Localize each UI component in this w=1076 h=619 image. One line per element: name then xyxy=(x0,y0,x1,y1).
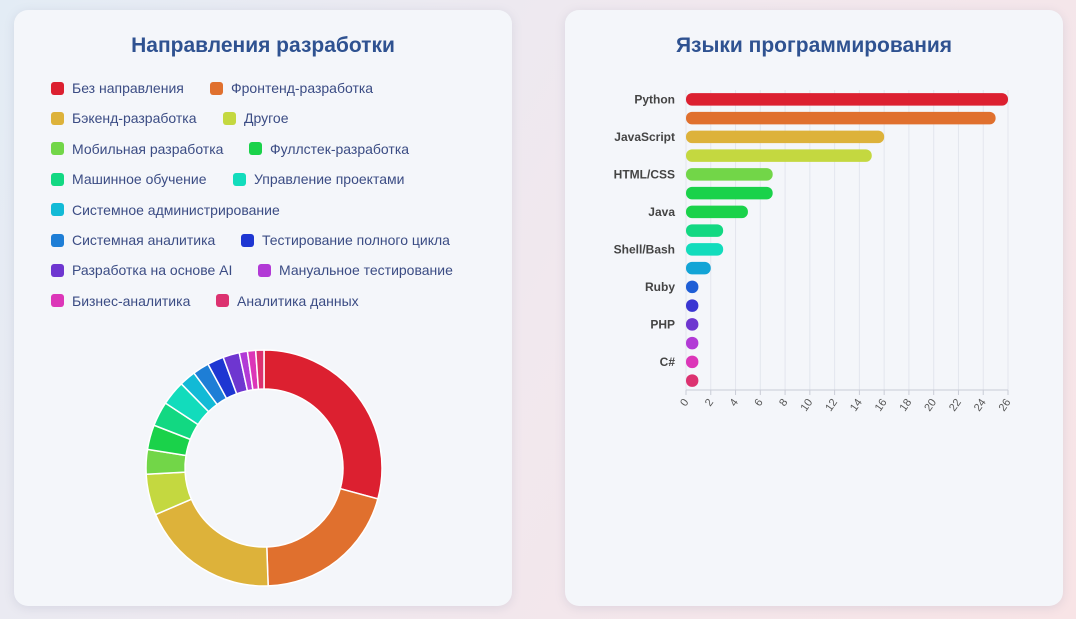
y-category-label: JavaScript xyxy=(614,130,675,144)
donut-slice[interactable] xyxy=(154,498,269,587)
bar[interactable] xyxy=(686,318,699,331)
legend-swatch xyxy=(51,111,64,125)
x-tick-label: 10 xyxy=(798,397,815,414)
legend-label: Тестирование полного цикла xyxy=(262,232,450,248)
x-tick-label: 16 xyxy=(873,397,890,414)
y-category-label: Shell/Bash xyxy=(614,242,675,256)
bar[interactable] xyxy=(686,280,699,294)
legend-label: Машинное обучение xyxy=(72,171,207,188)
legend-label: Системная аналитика xyxy=(72,232,216,248)
legend-swatch xyxy=(233,172,246,186)
legend-label: Мануальное тестирование xyxy=(279,262,453,279)
y-category-label: HTML/CSS xyxy=(614,167,675,181)
legend-item[interactable]: Разработка на основе AI xyxy=(51,262,232,278)
x-tick-label: 20 xyxy=(922,397,939,414)
x-tick-label: 0 xyxy=(678,397,691,409)
legend-label: Фронтенд-разработка xyxy=(231,80,374,96)
x-tick-label: 12 xyxy=(823,397,840,414)
legend-label: Системное администрирование xyxy=(72,201,280,218)
legend-swatch xyxy=(51,142,64,156)
bar[interactable] xyxy=(686,224,724,237)
bar[interactable] xyxy=(686,149,872,162)
x-tick-label: 18 xyxy=(898,397,915,414)
legend-label: Разработка на основе AI xyxy=(72,262,233,279)
legend-item[interactable]: Аналитика данных xyxy=(216,293,359,309)
legend-item[interactable]: Фуллстек-разработка xyxy=(249,141,409,157)
legend-item[interactable]: Фронтенд-разработка xyxy=(210,80,373,96)
legend-swatch xyxy=(51,233,64,247)
bar[interactable] xyxy=(686,374,699,387)
legend-item[interactable]: Без направления xyxy=(51,80,184,96)
languages-card: Языки программирования 0 2 4 6 8 10 12 14 16 18 20… xyxy=(565,10,1063,606)
y-category-label: Ruby xyxy=(645,280,675,294)
bar[interactable] xyxy=(686,130,885,144)
x-tick-label: 2 xyxy=(703,397,716,409)
legend-swatch xyxy=(51,81,64,95)
legend-swatch xyxy=(210,81,223,95)
x-tick-label: 14 xyxy=(848,397,865,414)
legend-label: Мобильная разработка xyxy=(72,140,224,157)
bar[interactable] xyxy=(686,168,773,181)
legend-swatch xyxy=(51,172,64,186)
y-category-label: Python xyxy=(634,92,675,106)
languages-title: Языки программирования xyxy=(675,34,953,57)
legend-item[interactable]: Мануальное тестирование xyxy=(258,262,453,278)
legend-swatch xyxy=(249,142,262,156)
legend-label: Аналитика данных xyxy=(237,292,359,309)
legend-item[interactable]: Мобильная разработка xyxy=(51,141,223,157)
legend-item[interactable]: Системная аналитика xyxy=(51,232,215,248)
bar[interactable] xyxy=(686,93,1008,106)
legend-swatch xyxy=(241,233,254,247)
legend-swatch xyxy=(51,294,64,308)
y-category-label: PHP xyxy=(650,317,675,331)
bar[interactable] xyxy=(686,111,996,125)
bar[interactable] xyxy=(686,186,773,200)
legend-item[interactable]: Машинное обучение xyxy=(51,171,207,187)
bar[interactable] xyxy=(686,261,711,275)
bar[interactable] xyxy=(686,299,699,312)
y-category-label: C# xyxy=(660,355,676,369)
legend-swatch xyxy=(51,263,64,277)
x-tick-label: 24 xyxy=(972,397,989,414)
legend-swatch xyxy=(223,111,236,125)
legend-item[interactable]: Системное администрирование xyxy=(51,202,280,218)
legend-item[interactable]: Бизнес-аналитика xyxy=(51,293,190,309)
legend-swatch xyxy=(258,263,271,277)
legend-label: Без направления xyxy=(72,80,184,96)
bar[interactable] xyxy=(686,243,724,256)
legend-item[interactable]: Управление проектами xyxy=(233,171,404,187)
legend-item[interactable]: Бэкенд-разработка xyxy=(51,110,197,126)
legend-swatch xyxy=(51,203,64,217)
legend-label: Бизнес-аналитика xyxy=(72,292,191,309)
legend-item[interactable]: Тестирование полного цикла xyxy=(241,232,450,248)
x-tick-label: 26 xyxy=(997,397,1014,414)
legend-label: Другое xyxy=(244,110,289,127)
bar[interactable] xyxy=(686,336,699,350)
bar[interactable] xyxy=(686,205,748,219)
y-category-label: Java xyxy=(648,205,675,219)
legend-swatch xyxy=(216,294,229,308)
directions-title: Направления разработки xyxy=(131,34,395,57)
x-tick-label: 4 xyxy=(728,397,741,409)
legend-item[interactable]: Другое xyxy=(223,110,288,126)
legend-label: Бэкенд-разработка xyxy=(72,110,197,127)
donut-slice[interactable] xyxy=(263,349,383,500)
x-tick-label: 22 xyxy=(947,397,964,414)
bar[interactable] xyxy=(686,355,699,369)
x-tick-label: 8 xyxy=(777,397,790,409)
directions-donut xyxy=(145,349,383,587)
donut-slice[interactable] xyxy=(266,487,379,587)
legend-label: Фуллстек-разработка xyxy=(270,140,410,157)
languages-bar-chart: 0 2 4 6 8 10 12 14 16 18 20 22 24 26PythonJavaScriptH… xyxy=(614,90,1014,414)
x-tick-label: 6 xyxy=(752,397,765,409)
donut-slice[interactable] xyxy=(254,349,265,390)
legend-label: Управление проектами xyxy=(254,171,405,188)
directions-card: Направления разработки Без направления Фр… xyxy=(14,10,512,606)
